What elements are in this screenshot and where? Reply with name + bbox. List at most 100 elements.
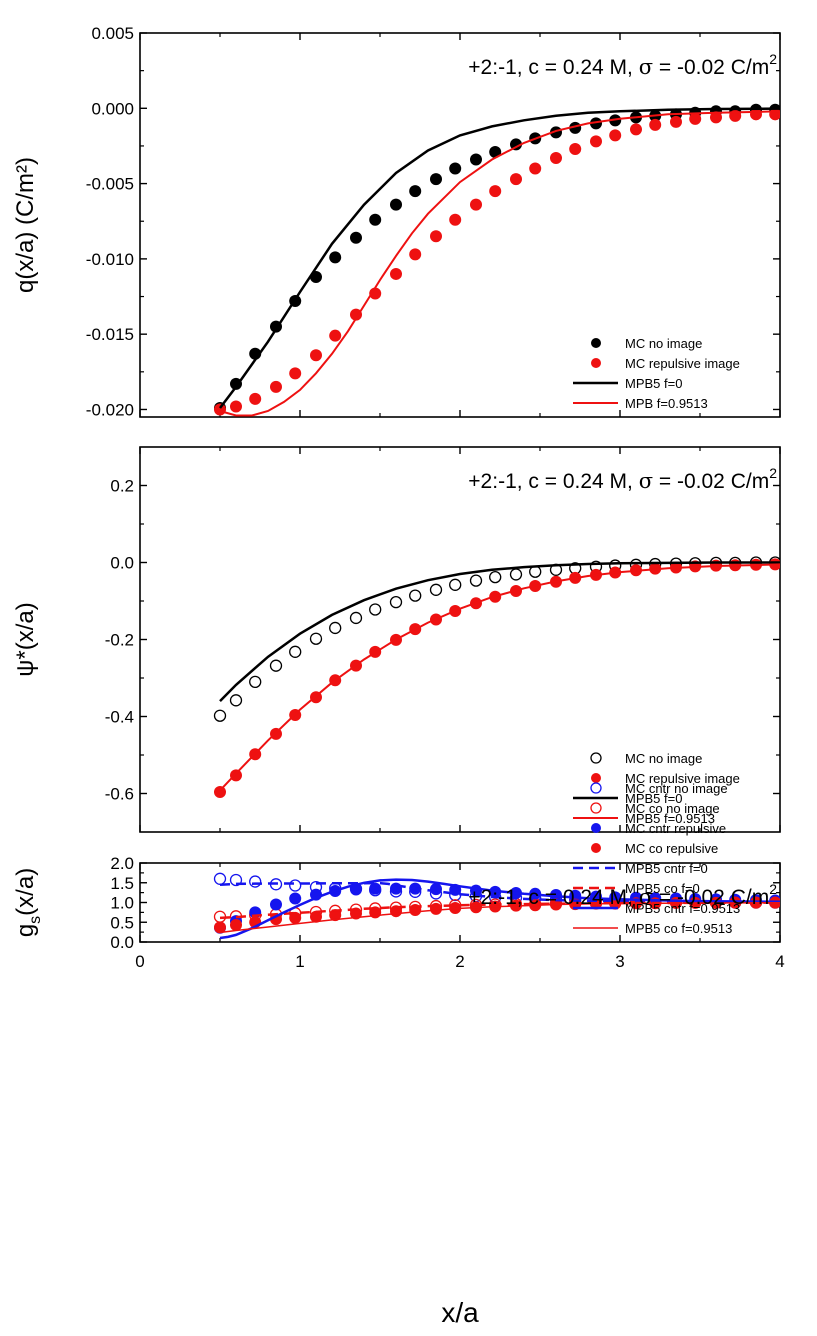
panel-top: 0.005 0.000 -0.005 -0.010 -0.015 -0.020 +2:-1,… bbox=[12, 24, 781, 419]
data-point bbox=[270, 380, 282, 393]
x-tick-label: 0 bbox=[135, 952, 144, 971]
x-tick-label: 4 bbox=[775, 952, 784, 971]
plot-area bbox=[213, 872, 780, 940]
legend-label: MPB5 f=0 bbox=[625, 376, 682, 391]
y-tick-label: -0.020 bbox=[86, 400, 134, 419]
legend-label: MC co no image bbox=[625, 801, 720, 816]
data-point bbox=[289, 892, 302, 905]
data-point bbox=[509, 568, 523, 581]
legend-entry: MPB5 f=0 bbox=[573, 376, 682, 391]
data-point bbox=[550, 151, 562, 164]
data-point bbox=[390, 267, 402, 280]
series-line bbox=[219, 110, 780, 417]
legend-entry: MC cntr no image bbox=[590, 781, 728, 796]
data-point bbox=[369, 603, 382, 616]
data-point bbox=[429, 583, 443, 596]
data-point bbox=[369, 287, 382, 300]
data-point bbox=[310, 910, 322, 923]
data-point bbox=[309, 632, 323, 645]
legend-label: MPB5 f=0.9513 bbox=[625, 811, 715, 826]
panel-middle: 0.2 0.0 -0.2 -0.4 -0.6 +2:-1, c = 0.24 M, σ =… bbox=[12, 446, 781, 833]
legend-swatch-marker bbox=[590, 752, 602, 764]
data-point bbox=[430, 883, 442, 896]
data-point bbox=[710, 111, 722, 124]
data-point bbox=[214, 403, 226, 416]
data-point bbox=[569, 142, 582, 155]
legend-entry: MPB5 f=0.9513 bbox=[573, 811, 715, 826]
legend-entry: MC repulsive image bbox=[591, 771, 740, 786]
legend-label: MPB5 f=0 bbox=[625, 791, 682, 806]
legend-swatch-marker bbox=[590, 782, 602, 794]
data-point bbox=[510, 173, 522, 186]
legend-swatch-marker bbox=[590, 802, 602, 814]
y-tick-label: 1.0 bbox=[110, 894, 134, 913]
legend-swatch-marker bbox=[591, 823, 601, 833]
legend-entry: MPB5 cntr f=0 bbox=[573, 861, 708, 876]
data-point bbox=[229, 694, 243, 707]
data-point bbox=[329, 621, 342, 635]
x-axis-label: x/a bbox=[441, 1297, 479, 1328]
data-point bbox=[430, 230, 442, 243]
y-tick-label: 2.0 bbox=[110, 854, 134, 873]
data-point bbox=[409, 185, 422, 198]
legend-label: MC no image bbox=[625, 336, 702, 351]
legend-entry: MPB5 co f=0.9513 bbox=[573, 921, 732, 936]
legend-label: MPB5 co f=0.9513 bbox=[625, 921, 732, 936]
series-line bbox=[219, 561, 780, 702]
y-tick-label: 0.5 bbox=[110, 913, 134, 932]
data-point bbox=[390, 198, 402, 211]
data-point bbox=[469, 574, 483, 587]
data-point bbox=[270, 898, 282, 911]
legend-entry: MC repulsive image bbox=[591, 356, 740, 371]
data-point bbox=[430, 173, 442, 186]
data-point bbox=[449, 213, 462, 226]
data-point bbox=[449, 578, 462, 591]
legend-label: MPB5 co f=0 bbox=[625, 881, 700, 896]
x-tick-label: 1 bbox=[295, 952, 304, 971]
y-tick-label: 0.000 bbox=[91, 99, 134, 118]
legend-swatch-marker bbox=[591, 358, 601, 368]
condition-annotation: +2:-1, c = 0.24 M, σ = -0.02 C/m2 bbox=[468, 465, 777, 493]
y-tick-label: -0.010 bbox=[86, 250, 134, 269]
legend-label: MC cntr repulsive bbox=[625, 821, 726, 836]
legend-label: MC repulsive image bbox=[625, 771, 740, 786]
legend-entry: MPB5 f=0 bbox=[573, 791, 682, 806]
y-tick-label: -0.4 bbox=[105, 708, 134, 727]
data-point bbox=[369, 882, 382, 895]
series-line bbox=[219, 901, 780, 934]
data-point bbox=[349, 611, 363, 625]
data-point bbox=[329, 251, 342, 264]
series-line bbox=[219, 878, 780, 940]
data-point bbox=[249, 875, 262, 888]
y-tick-label: 0.2 bbox=[110, 477, 134, 496]
legend-label: MC no image bbox=[625, 751, 702, 766]
legend-entry: MC no image bbox=[590, 751, 702, 766]
y-tick-label: -0.005 bbox=[86, 175, 134, 194]
data-point bbox=[590, 117, 602, 130]
series-line bbox=[219, 563, 780, 792]
data-point bbox=[409, 248, 422, 261]
data-point bbox=[214, 785, 226, 798]
data-point bbox=[329, 909, 342, 922]
legend-label: MPB5 cntr f=0 bbox=[625, 861, 708, 876]
data-point bbox=[649, 118, 662, 131]
data-point bbox=[213, 872, 227, 885]
data-point bbox=[350, 231, 362, 244]
data-point bbox=[529, 162, 542, 175]
legend-entry: MC co repulsive bbox=[591, 841, 718, 856]
data-point bbox=[630, 123, 642, 136]
legend-label: MPB f=0.9513 bbox=[625, 396, 708, 411]
x-tick-label: 2 bbox=[455, 952, 464, 971]
series-line bbox=[219, 107, 780, 409]
y-axis-label: ψ*(x/a) bbox=[12, 602, 39, 676]
data-point bbox=[430, 902, 442, 915]
data-point bbox=[449, 162, 462, 175]
data-point bbox=[470, 198, 482, 211]
legend-entry: MC no image bbox=[591, 336, 702, 351]
data-point bbox=[470, 153, 482, 166]
data-point bbox=[769, 108, 780, 121]
data-point bbox=[214, 921, 226, 934]
y-tick-label: 0.0 bbox=[110, 933, 134, 952]
data-point bbox=[389, 596, 403, 609]
data-point bbox=[510, 138, 522, 151]
